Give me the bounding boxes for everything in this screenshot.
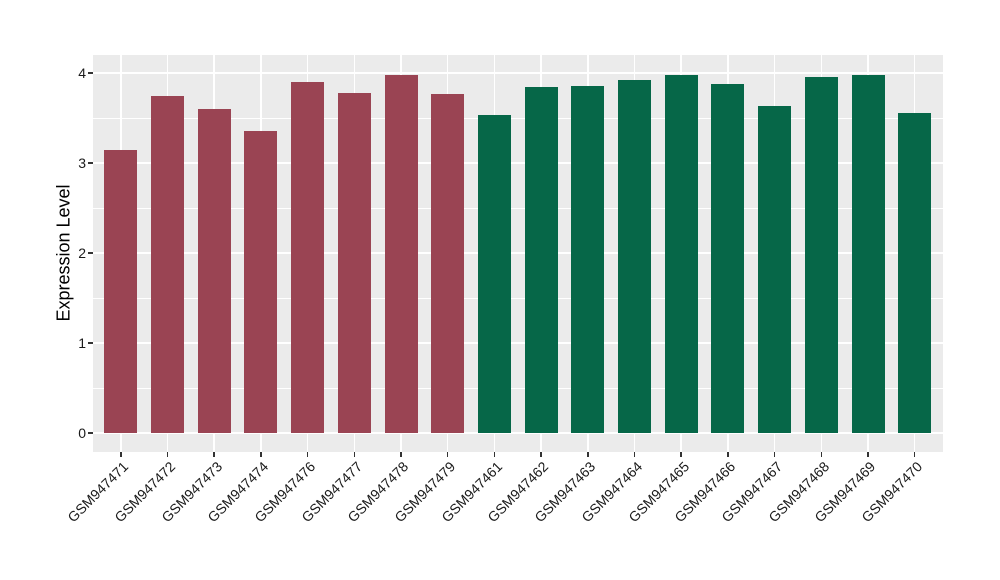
- y-axis-tick: [88, 342, 93, 344]
- x-axis-tick: [540, 452, 542, 457]
- bar-GSM947477: [337, 92, 371, 433]
- bar-GSM947471: [104, 149, 138, 433]
- minor-gridline: [93, 207, 943, 209]
- minor-gridline: [93, 387, 943, 389]
- y-tick-label: 3: [78, 155, 86, 171]
- y-axis-tick: [88, 72, 93, 74]
- x-axis-tick: [633, 452, 636, 457]
- x-axis-tick: [913, 452, 916, 457]
- x-axis-tick: [213, 452, 215, 457]
- x-axis-tick: [727, 452, 729, 457]
- bar-GSM947473: [197, 109, 231, 433]
- y-tick-label: 1: [78, 335, 86, 351]
- plot-panel: [93, 55, 943, 452]
- bar-GSM947479: [431, 93, 465, 433]
- bar-GSM947474: [244, 130, 278, 433]
- x-axis-tick: [493, 452, 496, 457]
- major-gridline: [93, 162, 943, 164]
- x-axis-tick: [353, 452, 356, 457]
- x-axis-tick: [680, 452, 682, 457]
- bar-GSM947464: [618, 80, 651, 433]
- bar-GSM947463: [571, 85, 605, 433]
- minor-gridline: [93, 117, 943, 119]
- x-axis-tick: [867, 452, 869, 457]
- major-gridline: [93, 342, 943, 344]
- y-axis-tick: [88, 432, 93, 434]
- x-axis-tick: [166, 452, 169, 457]
- x-axis-tick: [773, 452, 776, 457]
- major-gridline: [93, 72, 943, 74]
- y-axis-tick: [88, 252, 93, 254]
- bar-GSM947467: [758, 106, 792, 433]
- x-axis-tick: [260, 452, 262, 457]
- y-tick-label: 0: [78, 425, 86, 441]
- bar-GSM947476: [291, 82, 325, 433]
- x-axis-tick: [820, 452, 823, 457]
- bar-GSM947468: [804, 76, 838, 433]
- bar-GSM947466: [711, 83, 745, 433]
- bar-GSM947461: [477, 115, 511, 433]
- major-gridline: [93, 252, 943, 254]
- x-axis-tick: [120, 452, 122, 457]
- bar-GSM947472: [151, 96, 184, 433]
- x-axis-tick: [400, 452, 402, 457]
- y-axis-tick: [88, 162, 93, 164]
- y-tick-label: 2: [78, 245, 86, 261]
- bar-GSM947478: [384, 74, 418, 433]
- minor-gridline: [93, 297, 943, 299]
- x-axis-tick: [306, 452, 309, 457]
- bar-GSM947470: [898, 112, 932, 433]
- x-axis-tick: [446, 452, 449, 457]
- y-tick-label: 4: [78, 65, 86, 81]
- major-gridline: [93, 432, 943, 434]
- bar-GSM947465: [664, 74, 698, 433]
- x-axis-tick: [587, 452, 589, 457]
- bar-GSM947462: [524, 87, 558, 433]
- bar-GSM947469: [851, 74, 885, 433]
